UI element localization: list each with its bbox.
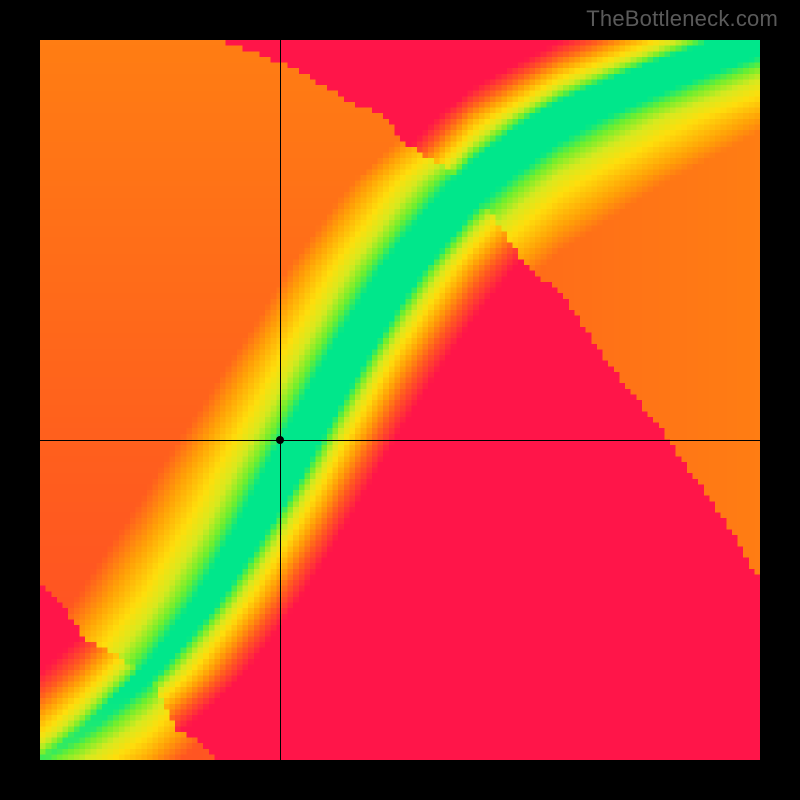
chart-frame: TheBottleneck.com (0, 0, 800, 800)
watermark-text: TheBottleneck.com (586, 6, 778, 32)
heatmap-canvas (40, 40, 760, 760)
heatmap-plot[interactable] (40, 40, 760, 760)
